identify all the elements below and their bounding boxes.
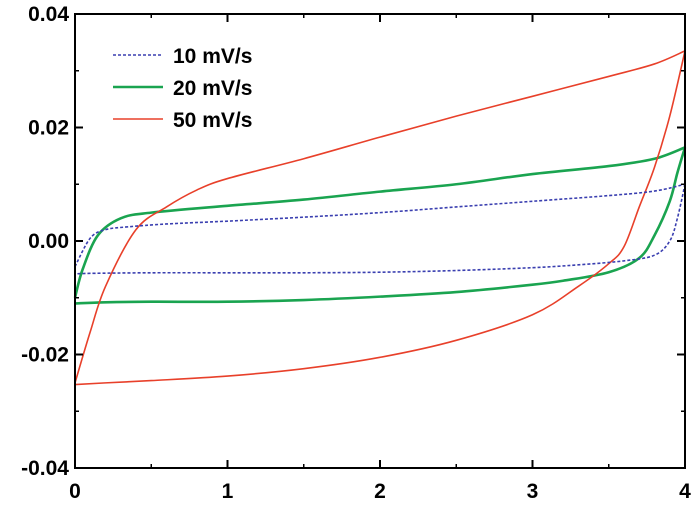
legend-label: 50 mV/s: [173, 109, 252, 132]
plot-area: [73, 50, 687, 386]
series-line-cathodic: [74, 146, 687, 305]
series-line-anodic: [74, 50, 686, 384]
y-tick-label: 0.04: [28, 3, 69, 26]
x-tick-label: 4: [679, 480, 691, 503]
series-line-anodic: [73, 146, 686, 299]
y-tick-label: 0.00: [28, 230, 69, 253]
series-line-anodic: [74, 183, 686, 267]
axes: 0 1 2 3 4 -0.04 -0.02 0.00 0.02 0.04: [21, 3, 691, 503]
x-tick-label: 2: [374, 480, 386, 503]
series-20-mv-s: [73, 146, 687, 305]
y-tick-label: -0.02: [21, 344, 69, 367]
x-tick-label: 0: [69, 480, 81, 503]
legend: 10 mV/s 20 mV/s 50 mV/s: [113, 45, 252, 132]
series-line-cathodic: [74, 184, 686, 275]
plot-frame: [74, 13, 686, 469]
x-tick-label: 3: [527, 480, 539, 503]
legend-label: 20 mV/s: [173, 77, 252, 100]
y-tick-label: -0.04: [21, 457, 69, 480]
legend-label: 10 mV/s: [173, 45, 252, 68]
y-tick-label: 0.02: [28, 117, 69, 140]
series-10-mv-s: [74, 183, 686, 275]
series-50-mv-s: [74, 50, 686, 386]
x-tick-label: 1: [222, 480, 234, 503]
series-line-cathodic: [74, 50, 686, 386]
